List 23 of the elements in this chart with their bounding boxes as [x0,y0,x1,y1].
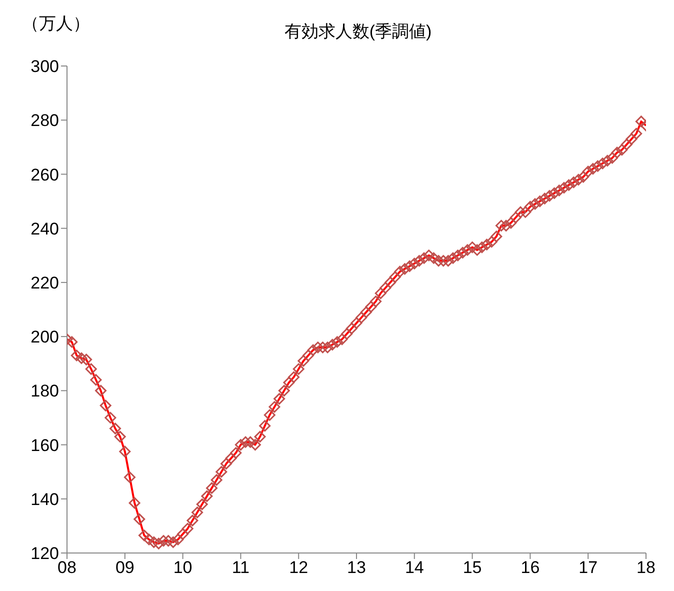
x-tick-label: 12 [289,558,308,578]
x-tick-label: 15 [462,558,482,578]
x-tick-label: 17 [578,558,598,578]
y-tick-label: 180 [30,382,59,401]
x-tick-label: 13 [347,558,366,578]
x-tick-label: 08 [58,558,76,578]
x-tick-label: 14 [404,558,424,578]
x-tick-label: 18 [636,558,656,578]
y-tick-label: 160 [30,436,59,455]
y-tick-label: 300 [30,57,59,76]
x-tick-label: 11 [232,558,250,578]
y-tick-label: 260 [30,165,59,184]
x-tick-label: 16 [520,558,540,578]
y-tick-label: 220 [30,273,59,292]
y-tick-label: 140 [30,490,59,509]
x-tick-label: 10 [173,558,192,578]
y-tick-label: 280 [30,111,59,130]
y-axis-title: （万人） [22,13,90,35]
x-tick-label: 09 [115,558,134,578]
chart-title: 有効求人数(季調値) [283,21,433,43]
y-tick-label: 240 [30,219,59,238]
y-tick-label: 200 [30,328,59,347]
y-tick-label: 120 [30,544,59,564]
